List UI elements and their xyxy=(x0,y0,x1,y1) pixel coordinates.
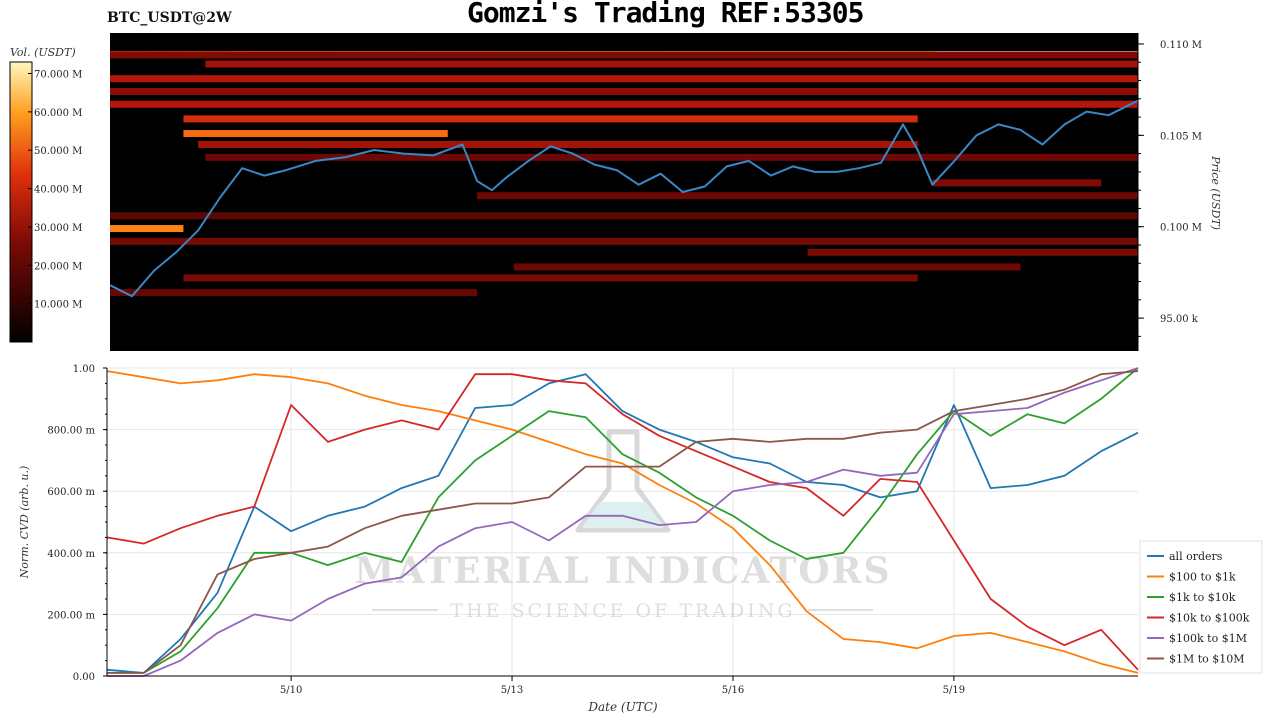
colorbar-tick-label: 40.000 M xyxy=(34,185,82,196)
cvd-series-line xyxy=(107,367,1139,677)
liquidity-band xyxy=(110,51,1138,59)
watermark-line2: THE SCIENCE OF TRADING xyxy=(450,600,795,622)
liquidity-band xyxy=(183,115,918,123)
cvd-x-tick-label: 5/13 xyxy=(501,685,523,696)
cvd-y-tick-label: 400.00 m xyxy=(47,549,95,560)
legend: all orders $100 to $1k $1k to $10k $10k to … xyxy=(1139,540,1263,674)
heatmap-bands xyxy=(110,51,1138,297)
liquidity-band xyxy=(205,153,1138,161)
price-axis-label: Price (USDT) xyxy=(1209,155,1222,230)
colorbar xyxy=(9,61,33,343)
liquidity-band xyxy=(513,263,1021,271)
symbol-title: BTC_USDT@2W xyxy=(107,10,232,26)
cvd-x-tick-label: 5/19 xyxy=(943,685,965,696)
colorbar-tick-label: 30.000 M xyxy=(34,223,82,234)
cvd-y-tick-label: 0.00 xyxy=(73,672,95,683)
price-tick-label: 0.110 M xyxy=(1160,40,1202,51)
colorbar-ticks: 10.000 M 20.000 M 30.000 M 40.000 M 50.000 M… xyxy=(28,70,82,311)
colorbar-tick-label: 20.000 M xyxy=(34,261,82,272)
legend-label: $1k to $10k xyxy=(1169,591,1236,604)
cvd-y-tick-label: 200.00 m xyxy=(47,610,95,621)
cvd-series-line xyxy=(106,370,1139,674)
colorbar-tick-label: 70.000 M xyxy=(34,70,82,81)
cvd-x-tick-label: 5/10 xyxy=(280,685,302,696)
legend-label: $100k to $1M xyxy=(1169,632,1247,645)
colorbar-label: Vol. (USDT) xyxy=(10,46,76,59)
watermark: MATERIAL INDICATORS THE SCIENCE OF TRADI… xyxy=(354,429,891,622)
liquidity-band xyxy=(110,100,1138,108)
liquidity-band xyxy=(183,130,448,138)
legend-label: $1M to $10M xyxy=(1169,653,1245,666)
liquidity-band xyxy=(183,274,918,282)
cvd-y-tick-label: 800.00 m xyxy=(47,426,95,437)
price-axis-ticks: 95.00 k 0.100 M 0.105 M 0.110 M xyxy=(1138,40,1202,337)
price-line-layer xyxy=(110,99,1138,298)
liquidity-band xyxy=(110,237,1138,245)
cvd-y-axis-label: Norm. CVD (arb. u.) xyxy=(18,466,31,580)
cvd-x-tick-label: 5/16 xyxy=(722,685,744,696)
heatmap-background xyxy=(110,33,1138,351)
cvd-axes: 0.00 200.00 m 400.00 m 600.00 m 800.00 m 1.00… xyxy=(47,364,1138,696)
cvd-x-axis-label: Date (UTC) xyxy=(587,700,657,714)
liquidity-band xyxy=(110,225,184,233)
liquidity-band xyxy=(807,248,1138,256)
liquidity-band xyxy=(110,87,1138,95)
colorbar-tick-label: 10.000 M xyxy=(34,300,82,311)
watermark-line1: MATERIAL INDICATORS xyxy=(354,550,891,592)
price-tick-label: 95.00 k xyxy=(1160,314,1199,325)
flask-icon xyxy=(575,429,671,533)
liquidity-band xyxy=(477,192,1138,200)
price-tick-label: 0.105 M xyxy=(1160,131,1202,142)
cvd-series-line xyxy=(106,373,1139,674)
liquidity-band xyxy=(205,60,1138,68)
colorbar-tick-label: 50.000 M xyxy=(34,146,82,157)
price-tick-label: 0.100 M xyxy=(1160,223,1202,234)
price-line xyxy=(110,99,1138,298)
cvd-y-tick-label: 600.00 m xyxy=(47,487,95,498)
liquidity-band xyxy=(110,212,1138,220)
colorbar-tick-label: 60.000 M xyxy=(34,108,82,119)
cvd-series-layer xyxy=(106,367,1139,677)
legend-label: $100 to $1k xyxy=(1169,571,1236,584)
cvd-series-line xyxy=(107,367,1139,674)
legend-box xyxy=(1139,540,1263,674)
main-title: Gomzi's Trading REF:53305 xyxy=(467,0,864,29)
legend-label: $10k to $100k xyxy=(1169,612,1250,625)
liquidity-band xyxy=(110,75,1138,83)
cvd-series-line xyxy=(106,373,1139,671)
liquidity-band xyxy=(110,289,478,297)
cvd-series-line xyxy=(107,370,1139,674)
legend-label: all orders xyxy=(1169,550,1223,563)
liquidity-band xyxy=(198,140,918,148)
cvd-y-tick-label: 1.00 xyxy=(73,364,95,375)
liquidity-band xyxy=(932,179,1102,187)
